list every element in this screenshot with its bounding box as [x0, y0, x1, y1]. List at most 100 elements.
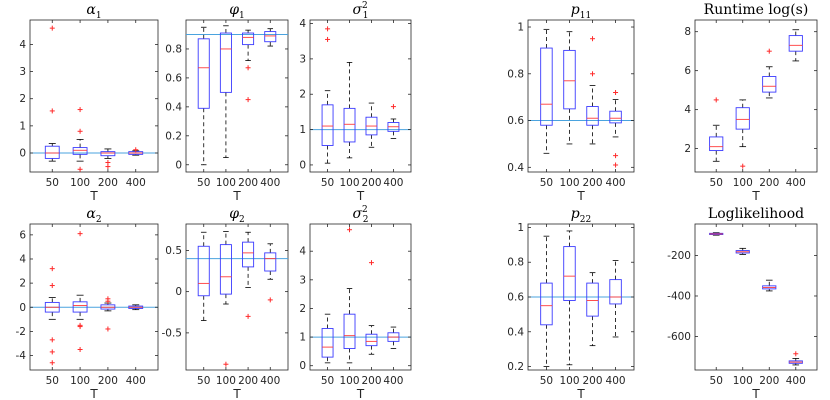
- subplot-title: p22: [571, 206, 591, 225]
- y-tick-label: 6: [684, 65, 691, 77]
- box-400: [264, 243, 277, 303]
- axes-frame: [694, 223, 818, 371]
- box-iqr: [609, 279, 622, 305]
- subplot-2: 0 0.2 0.4 0.6 0.8 50 100 200 400 Tφ1: [165, 2, 289, 203]
- x-tick-label: 200: [98, 375, 118, 387]
- outlier-marker: [368, 260, 374, 266]
- x-tick-label: 50: [46, 375, 59, 387]
- box-50: [321, 313, 334, 364]
- box-100: [735, 99, 750, 169]
- outlier-marker: [77, 166, 83, 172]
- outlier-marker: [49, 349, 55, 355]
- box-400: [788, 29, 803, 62]
- y-tick-label: 2: [299, 89, 306, 101]
- outlier-marker: [713, 97, 719, 103]
- box-50: [540, 28, 553, 154]
- outlier-marker: [740, 163, 746, 169]
- x-tick-label: 400: [260, 177, 280, 189]
- x-axis-label: T: [576, 387, 585, 400]
- y-tick-label: 1: [517, 22, 524, 34]
- axes-frame: [185, 223, 289, 371]
- outlier-marker: [77, 346, 83, 352]
- box-iqr: [343, 107, 356, 143]
- y-tick-label: -600: [667, 331, 691, 343]
- box-iqr: [100, 151, 116, 157]
- box-200: [365, 260, 378, 355]
- box-iqr: [321, 104, 334, 146]
- y-tick-label: -2: [16, 326, 26, 338]
- outlier-marker: [613, 89, 619, 95]
- subplot-title: σ2 2: [352, 205, 368, 225]
- box-iqr: [563, 246, 576, 301]
- y-tick-label: 0.5: [165, 245, 182, 257]
- box-100: [343, 227, 356, 364]
- box-50: [44, 266, 60, 366]
- y-tick-label: 0.2: [165, 130, 182, 142]
- y-tick-label: 2: [684, 143, 691, 155]
- x-tick-label: 200: [238, 375, 258, 387]
- x-tick-label: 200: [361, 177, 381, 189]
- box-400: [387, 104, 400, 139]
- subplot-1: 0 1 2 3 4 50 100 200 400 Tα1: [19, 2, 159, 203]
- box-200: [242, 29, 255, 103]
- box-50: [540, 235, 553, 367]
- box-iqr: [762, 76, 777, 93]
- y-tick-label: 0.6: [507, 115, 524, 127]
- x-tick-label: 400: [383, 177, 403, 189]
- x-tick-label: 200: [582, 375, 602, 387]
- box-200: [242, 231, 255, 319]
- x-axis-label: T: [232, 189, 241, 203]
- box-400: [387, 326, 400, 349]
- box-200: [365, 102, 378, 148]
- x-tick-label: 200: [238, 177, 258, 189]
- box-iqr: [264, 252, 277, 272]
- box-200: [100, 148, 116, 170]
- box-iqr: [365, 333, 378, 347]
- x-axis-label: T: [89, 189, 98, 203]
- box-iqr: [242, 32, 255, 46]
- y-tick-label: 2: [19, 93, 26, 105]
- y-tick-label: 2: [299, 303, 306, 315]
- y-tick-label: -0.5: [162, 327, 183, 339]
- x-axis-label: T: [356, 189, 365, 203]
- x-tick-label: 400: [126, 177, 146, 189]
- box-100: [563, 230, 576, 366]
- outlier-marker: [590, 36, 596, 42]
- box-iqr: [709, 136, 724, 152]
- box-iqr: [219, 32, 232, 93]
- box-50: [44, 25, 60, 162]
- box-400: [128, 304, 144, 311]
- box-100: [219, 231, 232, 367]
- outlier-marker: [245, 313, 251, 319]
- x-axis-label: T: [232, 387, 241, 400]
- box-200: [762, 48, 777, 99]
- y-tick-label: -4: [16, 350, 27, 362]
- box-100: [735, 247, 750, 255]
- x-tick-label: 50: [197, 375, 210, 387]
- outlier-marker: [347, 227, 353, 233]
- x-axis-label: T: [356, 387, 365, 400]
- outlier-marker: [105, 164, 111, 170]
- x-tick-label: 100: [339, 375, 359, 387]
- outlier-marker: [590, 71, 596, 77]
- subplot-title: α1: [86, 2, 101, 21]
- box-iqr: [242, 241, 255, 268]
- outlier-marker: [766, 48, 772, 54]
- box-iqr: [72, 301, 88, 313]
- outlier-marker: [390, 104, 396, 110]
- axes-frame: [527, 19, 635, 173]
- y-tick-label: 3: [299, 53, 306, 65]
- outlier-marker: [325, 26, 331, 32]
- outlier-marker: [245, 65, 251, 71]
- box-iqr: [197, 38, 210, 109]
- y-tick-label: 1: [299, 332, 306, 344]
- box-200: [762, 279, 777, 292]
- x-tick-label: 200: [759, 177, 779, 189]
- y-tick-label: 0.6: [165, 72, 182, 84]
- y-tick-label: 0.4: [507, 326, 524, 338]
- y-tick-label: -200: [667, 250, 691, 262]
- y-tick-label: 0.4: [507, 162, 524, 174]
- subplot-title: σ2 1: [352, 1, 368, 21]
